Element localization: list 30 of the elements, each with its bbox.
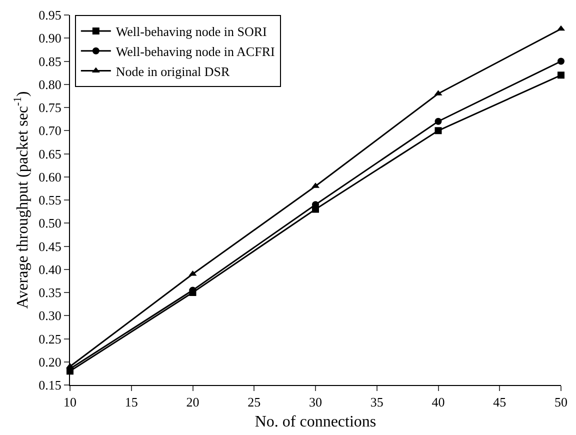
y-tick-label: 0.35 [38,285,62,300]
x-tick-label: 25 [248,394,261,410]
y-tick-label: 0.55 [38,192,62,208]
x-tick-label: 45 [493,394,506,410]
x-tick-label: 10 [64,394,76,410]
y-tick-label: 0.50 [38,216,62,231]
x-tick-label: 30 [309,394,322,410]
y-tick-label: 0.20 [38,354,62,370]
y-tick-label: 0.65 [38,146,62,162]
y-tick-label: 0.25 [38,331,62,346]
legend-label: Well-behaving node in SORI [116,24,267,40]
legend-label: Well-behaving node in ACFRI [116,44,275,59]
x-tick-label: 15 [124,394,138,410]
y-tick-label: 0.70 [38,123,62,138]
y-tick-label: 0.80 [38,76,62,92]
y-tick-label: 0.75 [38,100,62,116]
x-tick-label: 20 [186,394,200,410]
x-tick-label: 50 [554,394,568,410]
y-tick-label: 0.60 [38,169,62,184]
y-tick-label: 0.45 [38,238,62,254]
y-tick-label: 0.85 [38,54,62,69]
y-tick-label: 0.90 [38,30,62,46]
x-tick-label: 40 [432,394,445,410]
x-tick-label: 35 [370,394,384,410]
legend-label: Node in original DSR [116,64,230,79]
y-tick-label: 0.15 [38,378,62,393]
y-tick-label: 0.40 [38,262,62,277]
y-tick-label: 0.30 [38,308,62,324]
y-tick-label: 0.95 [38,8,62,23]
x-axis-title: No. of connections [254,413,376,430]
